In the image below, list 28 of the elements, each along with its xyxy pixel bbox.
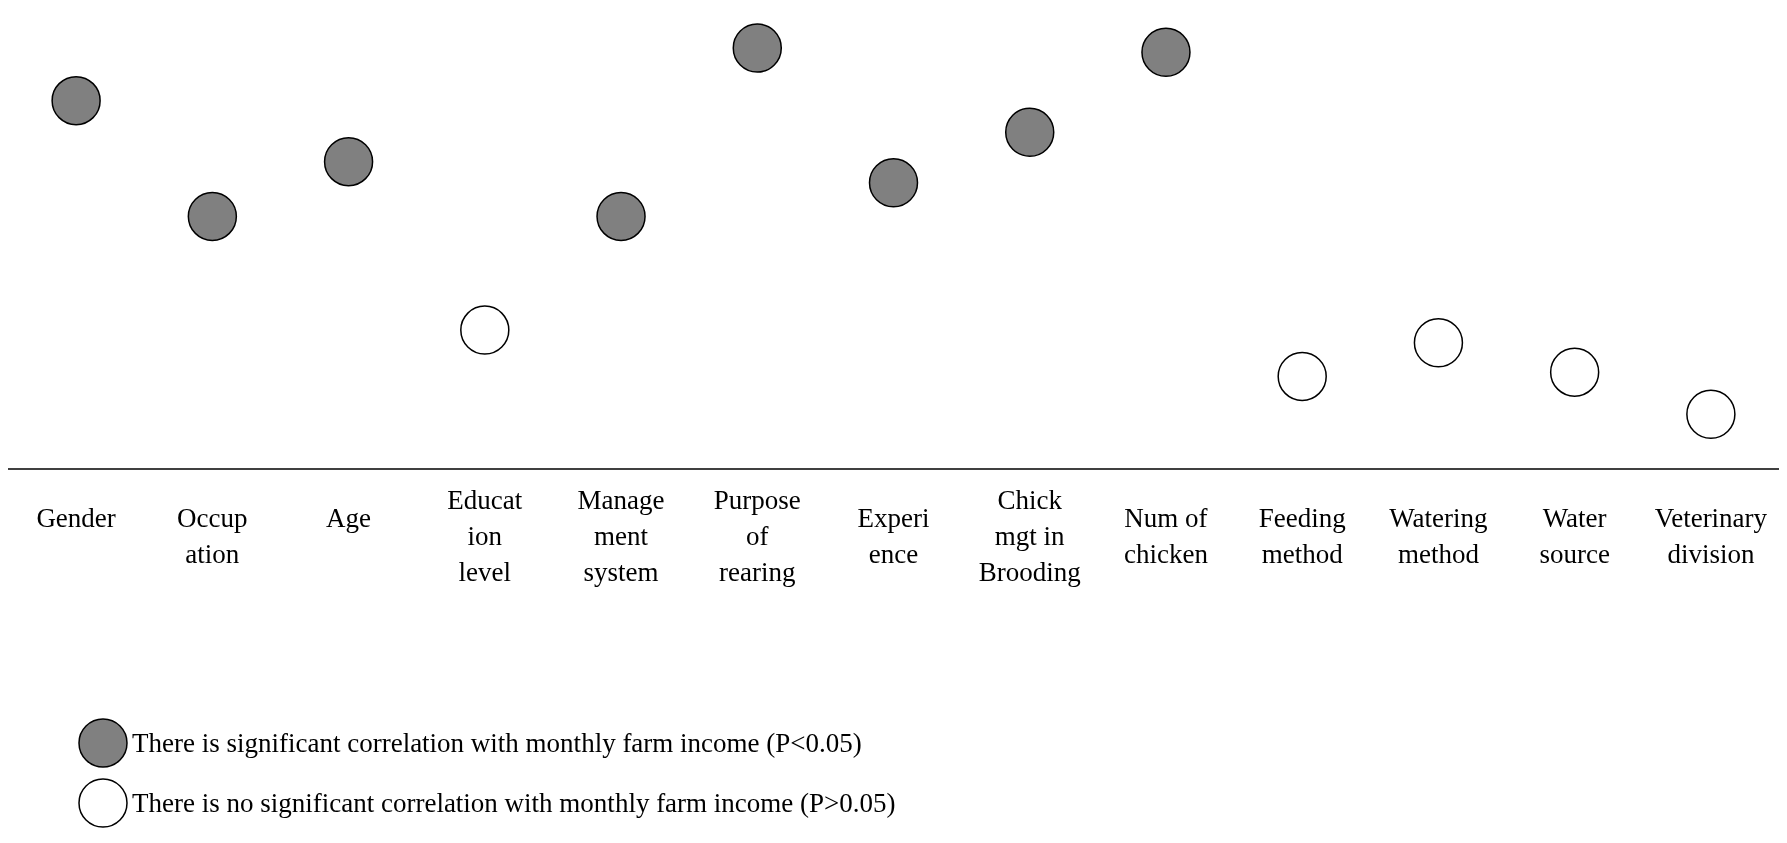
point	[1413, 317, 1464, 368]
point	[187, 191, 238, 242]
point	[1141, 27, 1191, 77]
x-tick-label: Feeding method	[1258, 503, 1346, 569]
point	[732, 23, 783, 73]
legend-label: There is significant correlation with monthly farm income (P<0.05)	[132, 727, 862, 759]
point	[323, 136, 374, 187]
x-tick-label: Veterinary division	[1654, 503, 1768, 569]
x-tick-label: Experi ence	[857, 503, 930, 569]
point	[1686, 389, 1736, 440]
x-tick-label: Num of chicken	[1123, 503, 1209, 569]
x-tick-label: Occup ation	[177, 503, 248, 569]
legend-label: There is no significant correlation with monthly farm income (P>0.05)	[132, 787, 896, 819]
point	[1549, 347, 1600, 397]
x-tick-label: Gender	[36, 503, 116, 533]
x-tick-label: Watering method	[1389, 503, 1488, 569]
point	[1277, 351, 1327, 402]
point	[460, 305, 510, 355]
x-tick-label: Purpose of rearing	[713, 485, 801, 587]
point	[1004, 107, 1055, 157]
x-tick-label: Water source	[1539, 503, 1610, 569]
point	[868, 157, 919, 208]
point	[51, 75, 101, 126]
x-tick-label: Chick mgt in Brooding	[978, 485, 1081, 587]
x-tick-label: Educat ion level	[447, 485, 523, 587]
x-tick-label: Manage ment system	[577, 485, 665, 587]
x-tick-label: Age	[326, 503, 372, 533]
point	[596, 191, 646, 242]
